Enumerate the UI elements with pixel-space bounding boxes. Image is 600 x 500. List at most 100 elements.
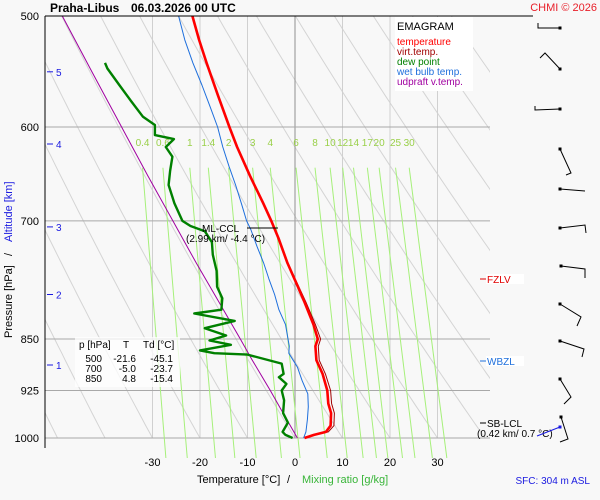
legend-item-temperature: temperature [397,37,451,48]
ml-ccl-annotation: ML-CCL (2.99 km/ -4.4 °C) [186,224,278,245]
mixing-ratio-label: 17 [362,138,374,149]
mixing-ratio-line [408,167,448,459]
y-tick-label: 925 [21,386,39,398]
x-tick-label: -10 [240,457,256,469]
x-tick-label: -30 [145,457,161,469]
legend-title: EMAGRAM [397,21,454,33]
fzlv-marker: FZLV [480,274,524,286]
table-cell: -21.6 [113,354,136,365]
mixing-ratio-line [295,167,328,459]
datetime-title: 06.03.2026 00 UTC [131,1,236,15]
mixing-ratio-line [352,167,389,459]
y-tick-label: 700 [21,216,39,228]
mixing-ratio-line [395,167,433,459]
sb-lcl-detail: (0.42 km/ 0.7 °C) [477,429,553,440]
dry-adiabat [411,16,490,131]
mixing-ratio-line [269,167,301,459]
surface-wind-station [558,425,562,429]
mixing-ratio-label: 8 [312,138,318,149]
x-tick-label: 30 [431,457,443,469]
table-row: 700 -5.0 -23.7 [85,364,173,375]
table-cell: 700 [85,364,102,375]
legend-item-updraft: udpraft v.temp. [397,77,463,88]
y-tick-label: 600 [21,122,39,134]
table-cell: -23.7 [150,364,173,375]
y-axis-separator: / [3,252,15,256]
sb-lcl-annotation: SB-LCL (0.42 km/ 0.7 °C) [477,419,553,440]
series-line-temperature [191,16,333,440]
table-header-p: p [hPa] [79,340,111,351]
y-axis-title-group: Pressure [hPa] / Altitude [km] [3,181,15,338]
legend-item-dew-point: dew point [397,57,440,68]
mixing-ratio-line [207,167,236,459]
wind-barb [559,416,569,443]
y-tick-label: 1000 [15,433,39,445]
x-tick-label: 0 [292,457,298,469]
x-axis-title: Temperature [°C] [197,474,280,486]
legend-item-wet-bulb: wet bulb temp. [396,67,462,78]
ml-ccl-label: ML-CCL [202,224,240,235]
mixing-ratio-label: 4 [267,138,273,149]
wind-barb [559,188,586,192]
x-tick-label: 20 [384,457,396,469]
wind-barb [534,106,561,111]
wind-barb [537,23,560,29]
mixing-ratio-line [329,167,364,459]
dry-adiabat [256,16,490,380]
mixing-ratio-label: 2 [226,138,232,149]
x-axis-title-mixing: Mixing ratio [g/kg] [302,474,388,486]
sb-lcl-label: SB-LCL [487,419,522,430]
fzlv-label: FZLV [487,275,511,286]
wbzl-marker: WBZL [480,356,524,368]
table-row: 500 -21.6 -45.1 [85,354,173,365]
mixing-ratio-line [142,167,167,459]
copyright: CHMI © 2026 [530,2,597,14]
ml-ccl-detail: (2.99 km/ -4.4 °C) [186,234,265,245]
mixing-ratio-label: 0.4 [136,138,150,149]
mixing-ratio-line [366,167,404,459]
legend-item-virt-temp: virt.temp. [397,47,438,58]
table-cell: -15.4 [150,374,173,385]
x-tick-label: -20 [192,457,208,469]
mixing-ratio-label: 10 [325,138,337,149]
mixing-ratio-label: 14 [348,138,360,149]
altitude-tick-label: 4 [56,140,62,151]
dry-adiabat [333,16,490,252]
y-axis-title: Pressure [hPa] [3,265,15,338]
y-tick-label: 500 [21,11,39,23]
altitude-tick-label: 5 [56,68,62,79]
wind-barb [559,224,587,234]
table-cell: 4.8 [122,374,136,385]
mixing-ratio-label: 25 [390,138,402,149]
altitude-tick-label: 3 [56,223,62,234]
x-tick-label: 10 [336,457,348,469]
wind-barb [559,378,572,405]
mixing-ratio-label: 1.4 [201,138,215,149]
mixing-ratio-label: 1 [187,138,193,149]
table-cell: 500 [85,354,102,365]
mixing-ratio-line [228,167,257,459]
altitude-tick-label: 1 [56,361,62,372]
series-layer [61,16,335,440]
mixing-ratio-label: 12 [337,138,349,149]
dry-adiabat [61,16,296,439]
mixing-ratio-line [342,167,377,459]
mixing-ratio-label: 3 [250,138,256,149]
wind-barb [559,303,582,327]
wind-barb [560,265,586,278]
station-title: Praha-Libus [50,1,120,15]
wind-barb [559,340,585,358]
legend: EMAGRAM temperature virt.temp. dew point… [395,17,473,91]
data-table: p [hPa] T Td [°C] 500 -21.6 -45.1 700 -5… [75,337,180,387]
table-cell: 850 [85,374,102,385]
dry-adiabat [100,16,343,439]
series-line-dew-point [103,62,294,440]
table-cell: -45.1 [150,354,173,365]
mixing-ratio-line [162,167,188,459]
mixing-ratio-line [378,167,416,459]
table-header-t: T [123,340,129,351]
series-line-wet-bulb-temp [178,16,309,439]
wind-barb [539,52,561,70]
y-axis-title-altitude: Altitude [km] [3,181,15,242]
